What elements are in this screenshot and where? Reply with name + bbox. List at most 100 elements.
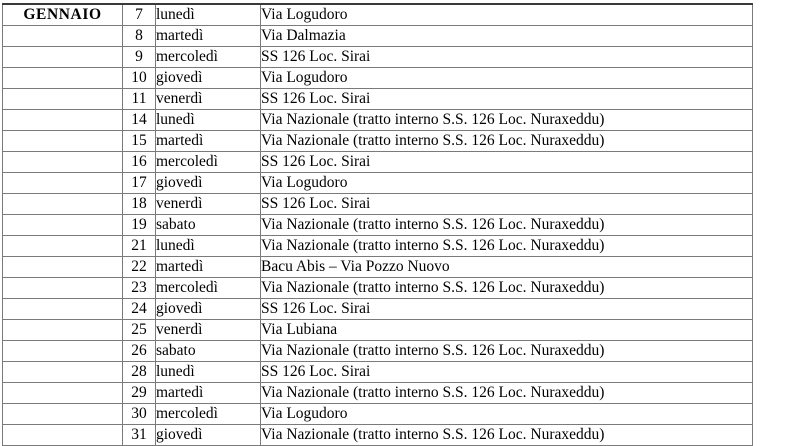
table-row: 21 lunedì Via Nazionale (tratto interno S.… xyxy=(2,235,753,257)
table-row: 17 giovedì Via Logudoro xyxy=(2,172,753,194)
day-number: 31 xyxy=(122,424,156,446)
weekday-name: sabato xyxy=(155,214,261,236)
day-number: 8 xyxy=(122,25,156,47)
location-name: Via Logudoro xyxy=(260,403,753,425)
location-name: Via Lubiana xyxy=(260,319,753,341)
day-number: 28 xyxy=(122,361,156,383)
month-label: GENNAIO xyxy=(2,3,123,26)
day-number: 9 xyxy=(122,46,156,68)
day-number: 21 xyxy=(122,235,156,257)
weekday-name: venerdì xyxy=(155,319,261,341)
table-row: 18 venerdì SS 126 Loc. Sirai xyxy=(2,193,753,215)
table-row: 25 venerdì Via Lubiana xyxy=(2,319,753,341)
month-column-filler xyxy=(2,109,123,131)
weekday-name: mercoledì xyxy=(155,277,261,299)
day-number: 19 xyxy=(122,214,156,236)
location-name: SS 126 Loc. Sirai xyxy=(260,361,753,383)
table-row: 30 mercoledì Via Logudoro xyxy=(2,403,753,425)
location-name: Via Dalmazia xyxy=(260,25,753,47)
weekday-name: sabato xyxy=(155,340,261,362)
table-row: 19 sabato Via Nazionale (tratto interno S.… xyxy=(2,214,753,236)
location-name: SS 126 Loc. Sirai xyxy=(260,46,753,68)
table-row: 11 venerdì SS 126 Loc. Sirai xyxy=(2,88,753,110)
day-number: 29 xyxy=(122,382,156,404)
day-number: 30 xyxy=(122,403,156,425)
table-row: 8 martedì Via Dalmazia xyxy=(2,25,753,47)
location-name: SS 126 Loc. Sirai xyxy=(260,151,753,173)
month-column-filler xyxy=(2,25,123,47)
month-column-filler xyxy=(2,277,123,299)
weekday-name: lunedì xyxy=(155,235,261,257)
day-number: 10 xyxy=(122,67,156,89)
location-name: Via Nazionale (tratto interno S.S. 126 L… xyxy=(260,340,753,362)
month-column-filler xyxy=(2,403,123,425)
table-row: 16 mercoledì SS 126 Loc. Sirai xyxy=(2,151,753,173)
weekday-name: martedì xyxy=(155,382,261,404)
weekday-name: mercoledì xyxy=(155,403,261,425)
weekday-name: venerdì xyxy=(155,193,261,215)
location-name: Via Logudoro xyxy=(260,3,753,26)
weekday-name: lunedì xyxy=(155,109,261,131)
month-column-filler xyxy=(2,319,123,341)
weekday-name: martedì xyxy=(155,256,261,278)
day-number: 26 xyxy=(122,340,156,362)
weekday-name: giovedì xyxy=(155,298,261,320)
month-column-filler xyxy=(2,88,123,110)
table-row: GENNAIO 7 lunedì Via Logudoro xyxy=(2,3,753,26)
month-column-filler xyxy=(2,130,123,152)
month-column-filler xyxy=(2,256,123,278)
table-row: 28 lunedì SS 126 Loc. Sirai xyxy=(2,361,753,383)
weekday-name: lunedì xyxy=(155,3,261,26)
weekday-name: mercoledì xyxy=(155,46,261,68)
month-column-filler xyxy=(2,235,123,257)
location-name: Via Nazionale (tratto interno S.S. 126 L… xyxy=(260,130,753,152)
table-row: 10 giovedì Via Logudoro xyxy=(2,67,753,89)
month-column-filler xyxy=(2,67,123,89)
day-number: 18 xyxy=(122,193,156,215)
table-row: 31 giovedì Via Nazionale (tratto interno S… xyxy=(2,424,753,446)
table-row: 29 martedì Via Nazionale (tratto interno S… xyxy=(2,382,753,404)
day-number: 17 xyxy=(122,172,156,194)
weekday-name: giovedì xyxy=(155,67,261,89)
location-name: Via Nazionale (tratto interno S.S. 126 L… xyxy=(260,424,753,446)
table-row: 22 martedì Bacu Abis – Via Pozzo Nuovo xyxy=(2,256,753,278)
month-column-filler xyxy=(2,382,123,404)
month-column-filler xyxy=(2,172,123,194)
weekday-name: martedì xyxy=(155,25,261,47)
table-row: 24 giovedì SS 126 Loc. Sirai xyxy=(2,298,753,320)
location-name: Via Logudoro xyxy=(260,172,753,194)
location-name: Bacu Abis – Via Pozzo Nuovo xyxy=(260,256,753,278)
month-column-filler xyxy=(2,424,123,446)
day-number: 24 xyxy=(122,298,156,320)
table-row: 23 mercoledì Via Nazionale (tratto interno… xyxy=(2,277,753,299)
location-name: SS 126 Loc. Sirai xyxy=(260,298,753,320)
month-column-filler xyxy=(2,193,123,215)
weekday-name: venerdì xyxy=(155,88,261,110)
schedule-table-body: GENNAIO 7 lunedì Via Logudoro 8 martedì Via Da… xyxy=(2,3,753,446)
weekday-name: lunedì xyxy=(155,361,261,383)
table-row: 14 lunedì Via Nazionale (tratto interno S.… xyxy=(2,109,753,131)
monthly-schedule-table: GENNAIO 7 lunedì Via Logudoro 8 martedì Via Da… xyxy=(2,3,753,446)
month-column-filler xyxy=(2,361,123,383)
month-column-filler xyxy=(2,340,123,362)
location-name: SS 126 Loc. Sirai xyxy=(260,193,753,215)
month-column-filler xyxy=(2,46,123,68)
location-name: Via Nazionale (tratto interno S.S. 126 L… xyxy=(260,109,753,131)
table-row: 9 mercoledì SS 126 Loc. Sirai xyxy=(2,46,753,68)
location-name: Via Nazionale (tratto interno S.S. 126 L… xyxy=(260,382,753,404)
day-number: 7 xyxy=(122,3,156,26)
day-number: 23 xyxy=(122,277,156,299)
weekday-name: giovedì xyxy=(155,424,261,446)
month-column-filler xyxy=(2,151,123,173)
day-number: 22 xyxy=(122,256,156,278)
day-number: 15 xyxy=(122,130,156,152)
day-number: 14 xyxy=(122,109,156,131)
day-number: 16 xyxy=(122,151,156,173)
day-number: 25 xyxy=(122,319,156,341)
table-row: 26 sabato Via Nazionale (tratto interno S.… xyxy=(2,340,753,362)
weekday-name: mercoledì xyxy=(155,151,261,173)
location-name: SS 126 Loc. Sirai xyxy=(260,88,753,110)
table-row: 15 martedì Via Nazionale (tratto interno S… xyxy=(2,130,753,152)
weekday-name: martedì xyxy=(155,130,261,152)
